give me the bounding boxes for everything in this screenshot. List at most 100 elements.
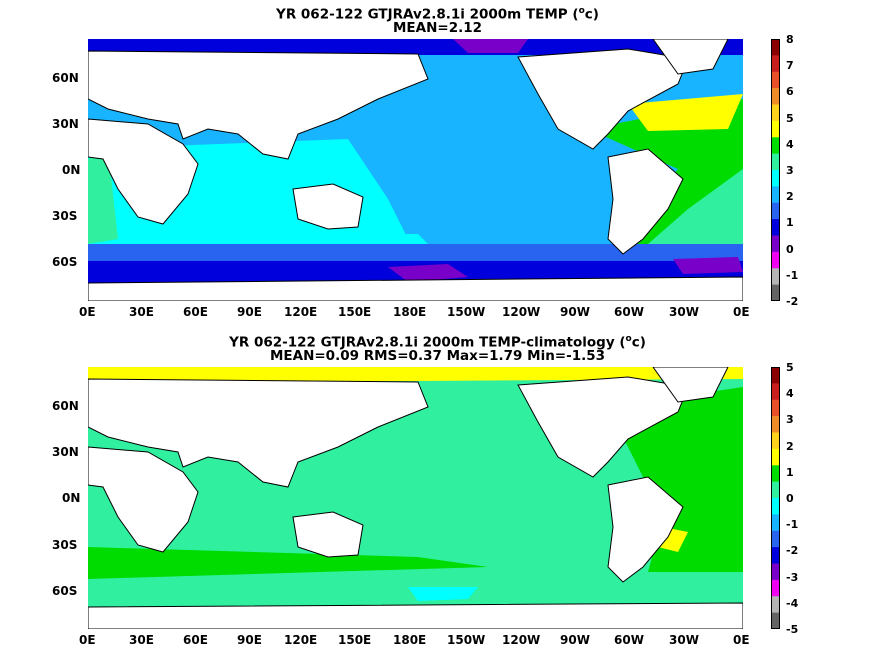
colorbar-swatch [771, 465, 780, 483]
panel1-lon-label: 150W [447, 305, 486, 319]
panel1-lon-label: 90W [560, 305, 590, 319]
panel2-lon-label: 150W [447, 633, 486, 647]
panel1-map [88, 39, 743, 301]
colorbar-tick-label: 3 [786, 164, 794, 177]
panel2-lat-30s: 30S [52, 538, 78, 552]
colorbar-swatch [771, 530, 780, 548]
colorbar-tick-label: 7 [786, 59, 794, 73]
colorbar-swatch [771, 71, 780, 89]
panel2-subtitle: MEAN=0.09 RMS=0.37 Max=1.79 Min=-1.53 [269, 348, 606, 364]
colorbar-swatch [771, 153, 780, 171]
panel1-lon-label: 120W [502, 305, 541, 319]
colorbar-swatch [771, 547, 780, 564]
south-america-land [607, 476, 684, 583]
panel2-lon-label: 30W [669, 633, 699, 647]
colorbar-tick-label: 1 [786, 465, 794, 479]
panel2-lon-label: 0E [733, 633, 750, 647]
colorbar-tick-label: 0 [786, 242, 794, 256]
africa-land [88, 446, 199, 553]
panel1-title-unit: c) [584, 6, 599, 23]
southern-cyan-patch [408, 587, 478, 601]
south-america-land [607, 148, 684, 255]
panel2-lon-label: 60W [614, 633, 644, 647]
colorbar-swatch [771, 596, 780, 614]
panel2-lon-label: 0E [79, 633, 96, 647]
panel2-lon-label: 120W [502, 633, 541, 647]
colorbar-swatch [771, 514, 780, 532]
eurasia-land [88, 378, 429, 488]
panel1-lon-label: 0E [79, 305, 96, 319]
colorbar-swatch [771, 55, 780, 73]
panel1-lon-label: 0E [733, 305, 750, 319]
north-america-land [517, 48, 689, 150]
north-america-land [517, 376, 689, 478]
colorbar-tick-label: 0 [786, 492, 794, 505]
southern-green-band [88, 547, 488, 579]
colorbar-tick-label: -2 [786, 295, 799, 308]
panel1-lat-60n: 60N [52, 71, 79, 85]
colorbar-swatch [771, 137, 780, 155]
panel1-colorbar [771, 39, 780, 301]
panel1-lon-label: 30W [669, 305, 699, 319]
australia-land [292, 511, 364, 558]
panel2-lon-label: 60E [183, 633, 208, 647]
colorbar-tick-label: 6 [786, 85, 794, 99]
colorbar-swatch [771, 120, 780, 138]
colorbar-swatch [771, 186, 780, 204]
panel1-lat-30n: 30N [52, 117, 79, 131]
panel1-lon-label: 60E [183, 305, 208, 319]
colorbar-tick-label: 3 [786, 413, 794, 427]
panel2-lon-label: 150E [338, 633, 372, 647]
panel1-lat-0n: 0N [62, 163, 81, 177]
arctic-blue [88, 39, 743, 55]
colorbar-tick-label: 2 [786, 439, 794, 453]
panel1-lon-label: 30E [129, 305, 154, 319]
australia-land [292, 183, 364, 230]
panel1-lon-label: 180E [393, 305, 427, 319]
colorbar-swatch [771, 612, 780, 629]
colorbar-swatch [771, 104, 780, 122]
panel1-title: YR 062-122 GTJRAv2.8.1i 2000m TEMP (oc) [276, 6, 599, 23]
panel2-lat-60s: 60S [52, 584, 78, 598]
colorbar-tick-label: 5 [786, 361, 794, 374]
colorbar-tick-label: 1 [786, 216, 794, 230]
colorbar-tick-label: -1 [786, 268, 799, 282]
colorbar-tick-label: 4 [786, 137, 794, 151]
colorbar-swatch [771, 39, 780, 56]
colorbar-swatch [771, 219, 780, 236]
panel1-lat-60s: 60S [52, 255, 78, 269]
panel1-lon-label: 60W [614, 305, 644, 319]
colorbar-tick-label: 8 [786, 33, 794, 46]
atlantic-aqua [648, 169, 743, 244]
antarctica [88, 276, 743, 301]
panel2-title-text: YR 062-122 GTJRAv2.8.1i 2000m TEMP-clima… [229, 334, 626, 351]
north-atlantic-yellow [628, 94, 743, 131]
colorbar-tick-label: 5 [786, 111, 794, 125]
colorbar-swatch [771, 170, 780, 187]
panel1-lat-30s: 30S [52, 209, 78, 223]
panel2-lat-30n: 30N [52, 445, 79, 459]
colorbar-swatch [771, 284, 780, 301]
panel2-lon-label: 180E [393, 633, 427, 647]
africa-land [88, 118, 199, 225]
antarctica [88, 602, 743, 629]
colorbar-swatch [771, 202, 780, 220]
colorbar-tick-label: -3 [786, 570, 799, 584]
panel2-title: YR 062-122 GTJRAv2.8.1i 2000m TEMP-clima… [229, 334, 646, 351]
panel2-lon-label: 90E [237, 633, 262, 647]
arctic-yellow [88, 367, 743, 383]
colorbar-tick-label: 2 [786, 190, 794, 204]
colorbar-swatch [771, 367, 780, 384]
panel2-lat-0n: 0N [62, 491, 81, 505]
arctic-purple [453, 39, 528, 53]
panel2-lon-label: 120E [284, 633, 318, 647]
panel2-lon-label: 90W [560, 633, 590, 647]
eurasia-land [88, 50, 429, 160]
colorbar-swatch [771, 579, 780, 597]
colorbar-tick-label: -1 [786, 518, 799, 532]
colorbar-tick-label: -5 [786, 623, 799, 636]
panel1-lon-label: 120E [284, 305, 318, 319]
colorbar-swatch [771, 498, 780, 515]
panel1-title-text: YR 062-122 GTJRAv2.8.1i 2000m TEMP ( [276, 6, 579, 23]
colorbar-outline [771, 39, 780, 301]
